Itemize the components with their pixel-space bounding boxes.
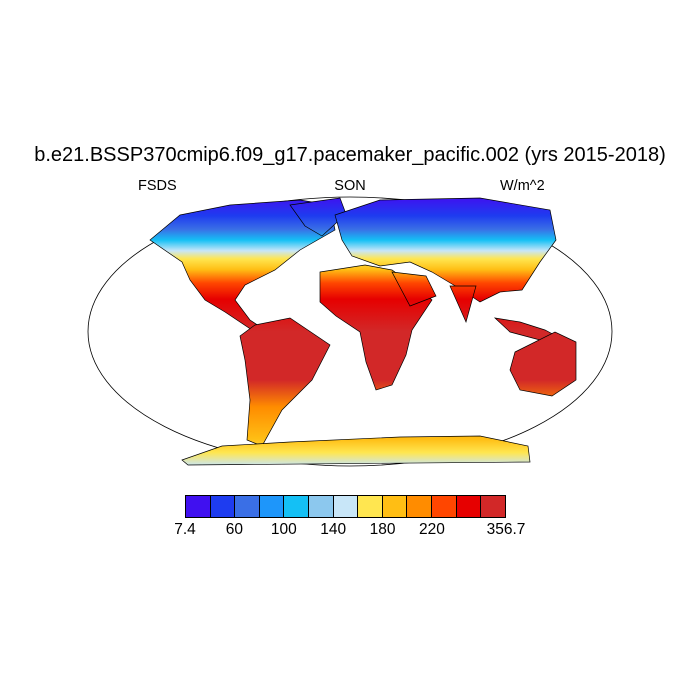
colorbar-label: 180: [369, 521, 396, 538]
plot-title: b.e21.BSSP370cmip6.f09_g17.pacemaker_pac…: [34, 144, 666, 166]
colorbar-box: [382, 496, 408, 517]
colorbar: [185, 495, 506, 518]
colorbar-box: [333, 496, 359, 517]
colorbar-label: 60: [225, 521, 243, 538]
colorbar-box: [456, 496, 482, 517]
colorbar-labels: 7.4 60 100 140 180 220 356.7: [174, 521, 525, 541]
colorbar-box: [235, 496, 260, 517]
arabia: [391, 271, 437, 307]
colorbar-box: [284, 496, 310, 517]
antarctica: [181, 435, 531, 466]
colorbar-label: 7.4: [174, 521, 196, 538]
india: [449, 285, 477, 324]
colorbar-box: [186, 496, 211, 517]
colorbar-box: [259, 496, 285, 517]
colorbar-label: 356.7: [486, 521, 526, 538]
units-label: W/m^2: [500, 178, 545, 194]
colorbar-label: 100: [270, 521, 297, 538]
colorbar-box: [407, 496, 433, 517]
colorbar-label: 140: [320, 521, 347, 538]
colorbar-box: [481, 496, 505, 517]
greenland: [289, 197, 347, 237]
season-label: SON: [334, 178, 366, 194]
colorbar-label: 220: [418, 521, 445, 538]
colorbar-box: [309, 496, 334, 517]
australia: [509, 331, 577, 397]
variable-label: FSDS: [138, 178, 177, 194]
north-america: [149, 199, 336, 333]
eurasia: [334, 197, 557, 303]
colorbar-box: [358, 496, 383, 517]
colorbar-box: [432, 496, 457, 517]
colorbar-box: [210, 496, 236, 517]
